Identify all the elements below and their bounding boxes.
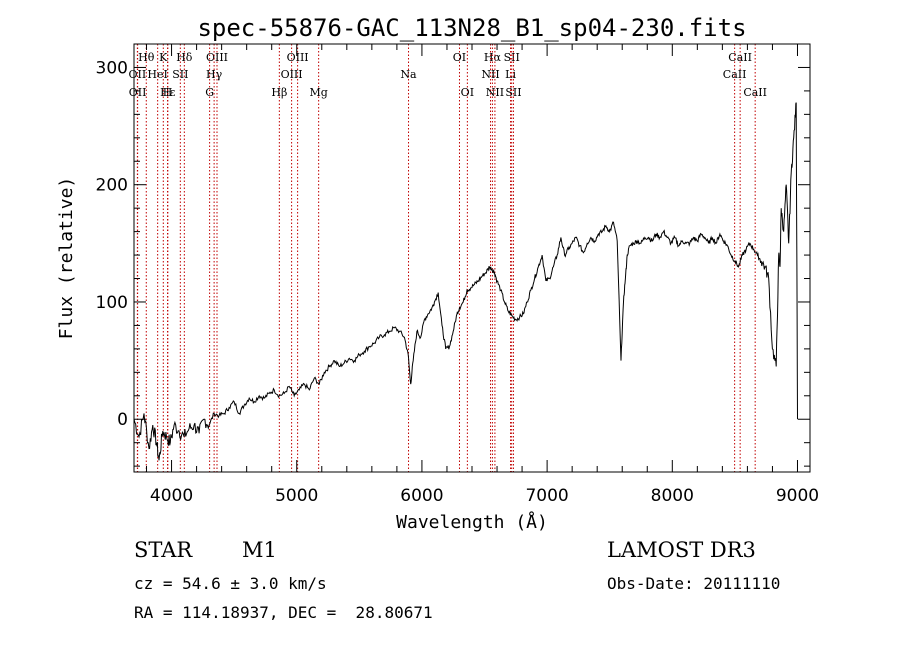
plot-frame (133, 43, 811, 473)
spectral-line-label: CaII (723, 68, 747, 81)
survey-name: LAMOST DR3 (607, 538, 756, 562)
spectral-line-label: SII (505, 86, 521, 99)
x-tick-label: 9000 (776, 486, 819, 506)
spectral-line-label: OI (453, 51, 466, 64)
spectral-line-label: Hε (160, 86, 176, 99)
ra-dec-coordinates: RA = 114.18937, DEC = 28.80671 (134, 603, 433, 622)
x-axis-label: Wavelength (Å) (396, 511, 548, 533)
spectral-line-label: Mg (309, 86, 327, 99)
y-tick-label: 300 (96, 58, 128, 78)
spectral-line-label: CaII (743, 86, 767, 99)
y-axis: 0 100 200 300 (96, 43, 810, 467)
spectral-line-label: OII (129, 86, 147, 99)
y-tick-label: 200 (96, 176, 128, 196)
y-axis-label: Flux (relative) (56, 177, 77, 340)
x-axis: 4000 5000 6000 7000 8000 9000 (146, 44, 819, 506)
spectral-line-label: Hα (484, 51, 502, 64)
spectral-line-label: OIII (287, 51, 309, 64)
x-tick-label: 8000 (651, 486, 694, 506)
spectral-line-label: Hγ (206, 68, 223, 81)
x-tick-label: 5000 (275, 486, 318, 506)
x-tick-label: 6000 (400, 486, 443, 506)
spectrum-series (133, 102, 798, 461)
spectral-line-label: HeI (147, 68, 167, 81)
spectral-line-label: Li (505, 68, 516, 81)
spectral-line-label: OIII (281, 68, 303, 81)
x-tick-label: 4000 (150, 486, 193, 506)
x-tick-label: 7000 (525, 486, 568, 506)
spectral-line-label: SII (504, 51, 520, 64)
spectral-line-label: SII (172, 68, 188, 81)
spectral-line-label: Hδ (176, 51, 193, 64)
object-class: STAR (134, 538, 193, 562)
chart-title: spec-55876-GAC_113N28_B1_sp04-230.fits (197, 14, 746, 42)
spectral-line-label: NII (481, 68, 499, 81)
spectral-line-label: G (205, 86, 214, 99)
spectral-line-label: OIII (206, 51, 228, 64)
object-subclass: M1 (242, 538, 277, 562)
redshift-cz: cz = 54.6 ± 3.0 km/s (134, 574, 327, 593)
spectral-line-label: OI (461, 86, 474, 99)
spectral-line-label: OII (129, 68, 147, 81)
spectral-line-label: Na (400, 68, 417, 81)
y-tick-label: 0 (117, 410, 128, 430)
spectral-line-label: K (159, 51, 168, 64)
flux-line (133, 102, 798, 461)
spectral-line-label: Hθ (138, 51, 155, 64)
observation-date: Obs-Date: 20111110 (607, 574, 781, 593)
y-tick-label: 100 (96, 293, 128, 313)
spectral-line-label: H (163, 86, 173, 99)
spectral-line-label: Hβ (271, 86, 287, 99)
spectral-line-label: NII (486, 86, 504, 99)
spectral-line-label: CaII (728, 51, 752, 64)
